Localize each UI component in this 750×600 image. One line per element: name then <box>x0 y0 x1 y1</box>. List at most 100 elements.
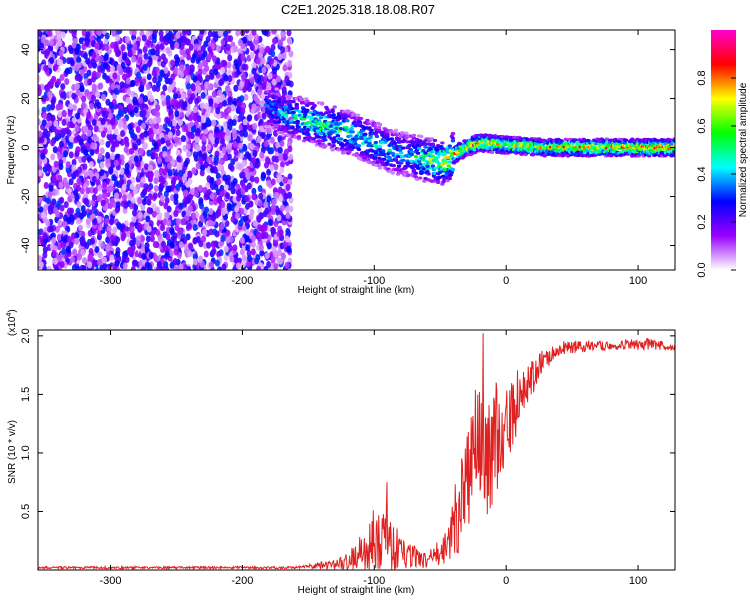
heatmap-cell <box>105 236 111 244</box>
heatmap-cell <box>42 251 48 259</box>
heatmap-cell <box>169 241 175 249</box>
heatmap-cell <box>191 167 197 175</box>
heatmap-cell <box>121 53 127 61</box>
heatmap-cell <box>288 153 294 161</box>
heatmap-cell <box>219 190 225 198</box>
heatmap-cell <box>305 108 310 112</box>
heatmap-cell <box>173 92 179 100</box>
heatmap-cell <box>317 120 323 125</box>
heatmap-cell <box>96 71 102 79</box>
heatmap-cell <box>404 131 409 135</box>
heatmap-cell <box>251 103 257 111</box>
heatmap-cell <box>210 248 216 256</box>
heatmap-cell <box>199 102 205 110</box>
heatmap-cell <box>349 126 354 131</box>
heatmap-cell <box>65 166 71 174</box>
heatmap-cell <box>57 219 63 227</box>
heatmap-cell <box>266 195 272 203</box>
heatmap-cell <box>377 166 383 170</box>
heatmap-cell <box>199 214 205 222</box>
heatmap-cell <box>356 147 362 152</box>
heatmap-cell <box>113 159 119 167</box>
heatmap-cell <box>143 183 149 191</box>
heatmap-cell <box>103 62 109 70</box>
heatmap-cell <box>450 139 456 143</box>
heatmap-cell <box>223 183 229 191</box>
heatmap-cell <box>192 224 198 232</box>
heatmap-cell <box>271 30 277 35</box>
heatmap-cell <box>214 126 220 134</box>
heatmap-cell <box>38 108 41 116</box>
heatmap-cell <box>162 84 168 92</box>
heatmap-cell <box>246 260 252 268</box>
heatmap-cell <box>250 241 256 249</box>
heatmap-cell <box>84 40 90 48</box>
heatmap-cell <box>227 118 233 126</box>
heatmap-cell <box>214 259 220 267</box>
heatmap-cell <box>102 181 108 189</box>
heatmap-cell <box>206 241 212 249</box>
heatmap-cell <box>81 264 87 270</box>
heatmap-cell <box>232 244 238 252</box>
heatmap-cell <box>291 110 296 114</box>
heatmap-cell <box>266 168 272 176</box>
heatmap-cell <box>253 94 259 102</box>
heatmap-cell <box>281 86 287 94</box>
heatmap-cell <box>156 116 162 124</box>
heatmap-cell <box>201 235 207 243</box>
heatmap-cell <box>356 144 362 148</box>
heatmap-cell <box>159 35 165 43</box>
heatmap-cell <box>145 39 151 47</box>
heatmap-cell <box>84 199 90 207</box>
heatmap-cell <box>42 232 48 240</box>
heatmap-cell <box>108 185 114 193</box>
heatmap-cell <box>250 248 256 256</box>
heatmap-cell <box>404 170 409 174</box>
heatmap-cell <box>86 111 92 119</box>
heatmap-cell <box>110 41 116 49</box>
heatmap-cell <box>148 220 154 228</box>
heatmap-cell <box>283 192 289 200</box>
heatmap-cell <box>77 253 83 261</box>
heatmap-cell <box>46 197 52 205</box>
heatmap-cell <box>273 191 279 199</box>
heatmap-cell <box>252 122 258 130</box>
heatmap-cell <box>190 188 196 196</box>
heatmap-cell <box>57 174 63 182</box>
heatmap-cell <box>38 169 43 177</box>
heatmap-cell <box>270 43 276 51</box>
heatmap-cell <box>273 220 279 228</box>
heatmap-cell <box>61 247 67 255</box>
heatmap-cell <box>222 59 228 67</box>
heatmap-cell <box>145 235 151 243</box>
heatmap-cell <box>48 39 54 47</box>
heatmap-cell <box>38 176 41 184</box>
heatmap-cell <box>91 94 97 102</box>
heatmap-cell <box>249 44 255 52</box>
heatmap-cell <box>282 153 288 161</box>
heatmap-cell <box>187 178 193 186</box>
heatmap-cell <box>58 103 64 111</box>
heatmap-cell <box>64 78 70 86</box>
heatmap-cell <box>251 234 257 242</box>
heatmap-cell <box>260 131 266 139</box>
heatmap-cell <box>97 184 103 192</box>
heatmap-cell <box>226 61 232 69</box>
heatmap-cell <box>192 258 198 266</box>
heatmap-cell <box>71 92 77 100</box>
heatmap-cell <box>113 192 119 200</box>
heatmap-cell <box>127 103 133 111</box>
heatmap-cell <box>69 59 75 67</box>
heatmap-cell <box>266 261 272 269</box>
heatmap-cell <box>58 163 64 171</box>
heatmap-cell <box>48 225 54 233</box>
heatmap-cell <box>376 125 382 130</box>
heatmap-cell <box>129 202 135 210</box>
heatmap-cell <box>168 112 174 120</box>
heatmap-cell <box>235 30 241 37</box>
heatmap-cell <box>401 158 406 162</box>
heatmap-cell <box>91 51 97 59</box>
heatmap-cell <box>83 170 89 178</box>
heatmap-cell <box>163 202 169 210</box>
heatmap-cell <box>165 46 171 54</box>
